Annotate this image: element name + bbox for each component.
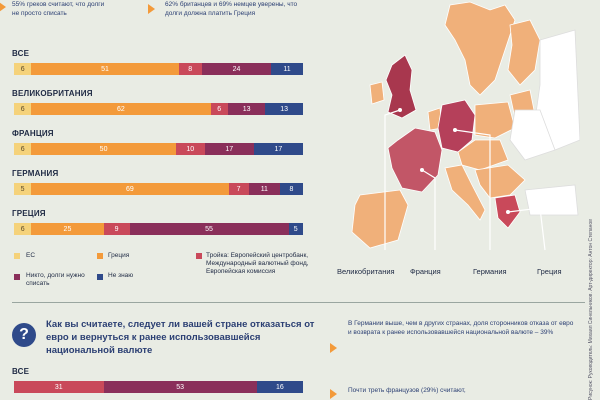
bar-segment: 8 xyxy=(178,63,202,75)
map-finland xyxy=(507,19,541,86)
map-label-greece: Греция xyxy=(537,267,562,276)
bar-segment: 50 xyxy=(31,143,176,155)
bar-segment: 6 xyxy=(14,223,32,235)
map-poland xyxy=(474,101,516,139)
bar-segment: 55 xyxy=(129,223,289,235)
second-row-title: ВСЕ xyxy=(12,367,30,376)
stacked-bar: 6 25 9 55 5 xyxy=(14,223,303,235)
map-ukraine xyxy=(509,109,556,161)
map-france xyxy=(387,127,443,193)
fact-france: Почти треть французов (29%) считают, xyxy=(348,387,466,394)
map-iberia xyxy=(351,189,409,249)
fact-germany: В Германии выше, чем в других странах, д… xyxy=(348,320,574,336)
section-divider xyxy=(12,302,585,303)
bar-segment: 8 xyxy=(280,183,303,195)
stacked-bar: 31 53 16 xyxy=(14,381,303,393)
map-label-france: Франция xyxy=(410,267,441,276)
bar-segment: 51 xyxy=(31,63,179,75)
bar-segment: 11 xyxy=(271,63,303,75)
map-balkans xyxy=(474,164,526,199)
row-title: ГРЕЦИЯ xyxy=(12,209,46,218)
bar-segment: 6 xyxy=(14,143,32,155)
bar-segment: 24 xyxy=(201,63,272,75)
map-germany xyxy=(437,99,476,153)
note-right: 62% британцев и 69% немцев уверены, что … xyxy=(165,1,298,17)
legend-swatch-greece xyxy=(97,253,103,259)
fact-france-arrow-icon xyxy=(330,389,337,399)
row-title: ФРАНЦИЯ xyxy=(12,129,54,138)
europe-map xyxy=(351,1,580,251)
bar-segment: 5 xyxy=(288,223,303,235)
legend-eu: ЕС xyxy=(26,252,36,259)
legend-greece: Греция xyxy=(108,252,130,259)
note-right-arrow-icon xyxy=(148,4,155,14)
bar-segment: 31 xyxy=(14,381,104,393)
bar-segment: 69 xyxy=(31,183,229,195)
credit-text: Рисунок: Руководитель: Михаил Синельнико… xyxy=(588,219,594,400)
note-left: 55% греков считают, что долги не просто … xyxy=(12,1,105,17)
legend-swatch-nobody xyxy=(14,274,20,280)
bar-segment: 10 xyxy=(175,143,205,155)
bar-segment: 13 xyxy=(227,103,266,115)
bar-segment: 53 xyxy=(103,381,257,393)
bar-segment: 6 xyxy=(14,103,32,115)
legend-nobody: Никто, долги нужно списать xyxy=(26,272,85,287)
map-label-germany: Германия xyxy=(473,267,507,276)
legend-swatch-troika xyxy=(196,253,202,259)
bar-segment: 9 xyxy=(103,223,130,235)
row-title: ГЕРМАНИЯ xyxy=(12,169,59,178)
bar-segment: 11 xyxy=(248,183,281,195)
legend-dontknow: Не знаю xyxy=(108,272,134,279)
bar-segment: 6 xyxy=(14,63,32,75)
bar-segment: 13 xyxy=(265,103,303,115)
map-scandinavia xyxy=(444,1,516,96)
row-title: ВЕЛИКОБРИТАНИЯ xyxy=(12,89,93,98)
bar-segment: 25 xyxy=(31,223,104,235)
bar-segment: 16 xyxy=(256,381,303,393)
stacked-bar: 6 51 8 24 11 xyxy=(14,63,303,75)
note-left-arrow-icon xyxy=(0,2,6,12)
fact-germany-arrow-icon xyxy=(330,343,337,353)
map-ireland xyxy=(369,81,385,105)
bar-segment: 62 xyxy=(31,103,211,115)
stacked-bar: 5 69 7 11 8 xyxy=(14,183,303,195)
map-uk xyxy=(385,54,417,119)
legend-swatch-dontknow xyxy=(97,274,103,280)
bar-segment: 7 xyxy=(228,183,249,195)
map-italy xyxy=(444,164,486,221)
bar-segment: 17 xyxy=(204,143,254,155)
question-icon: ? xyxy=(12,323,36,347)
bar-segment: 17 xyxy=(253,143,303,155)
bar-segment: 6 xyxy=(210,103,228,115)
question-text: Как вы считаете, следует ли вашей стране… xyxy=(46,319,315,356)
legend-troika: Тройка: Европейский центробанк, Междунар… xyxy=(206,252,309,275)
map-label-uk: Великобритания xyxy=(337,267,395,276)
row-title: ВСЕ xyxy=(12,49,30,58)
map-turkey xyxy=(524,184,579,216)
legend-swatch-eu xyxy=(14,253,20,259)
stacked-bar: 6 62 6 13 13 xyxy=(14,103,303,115)
bar-segment: 5 xyxy=(14,183,32,195)
stacked-bar: 6 50 10 17 17 xyxy=(14,143,303,155)
